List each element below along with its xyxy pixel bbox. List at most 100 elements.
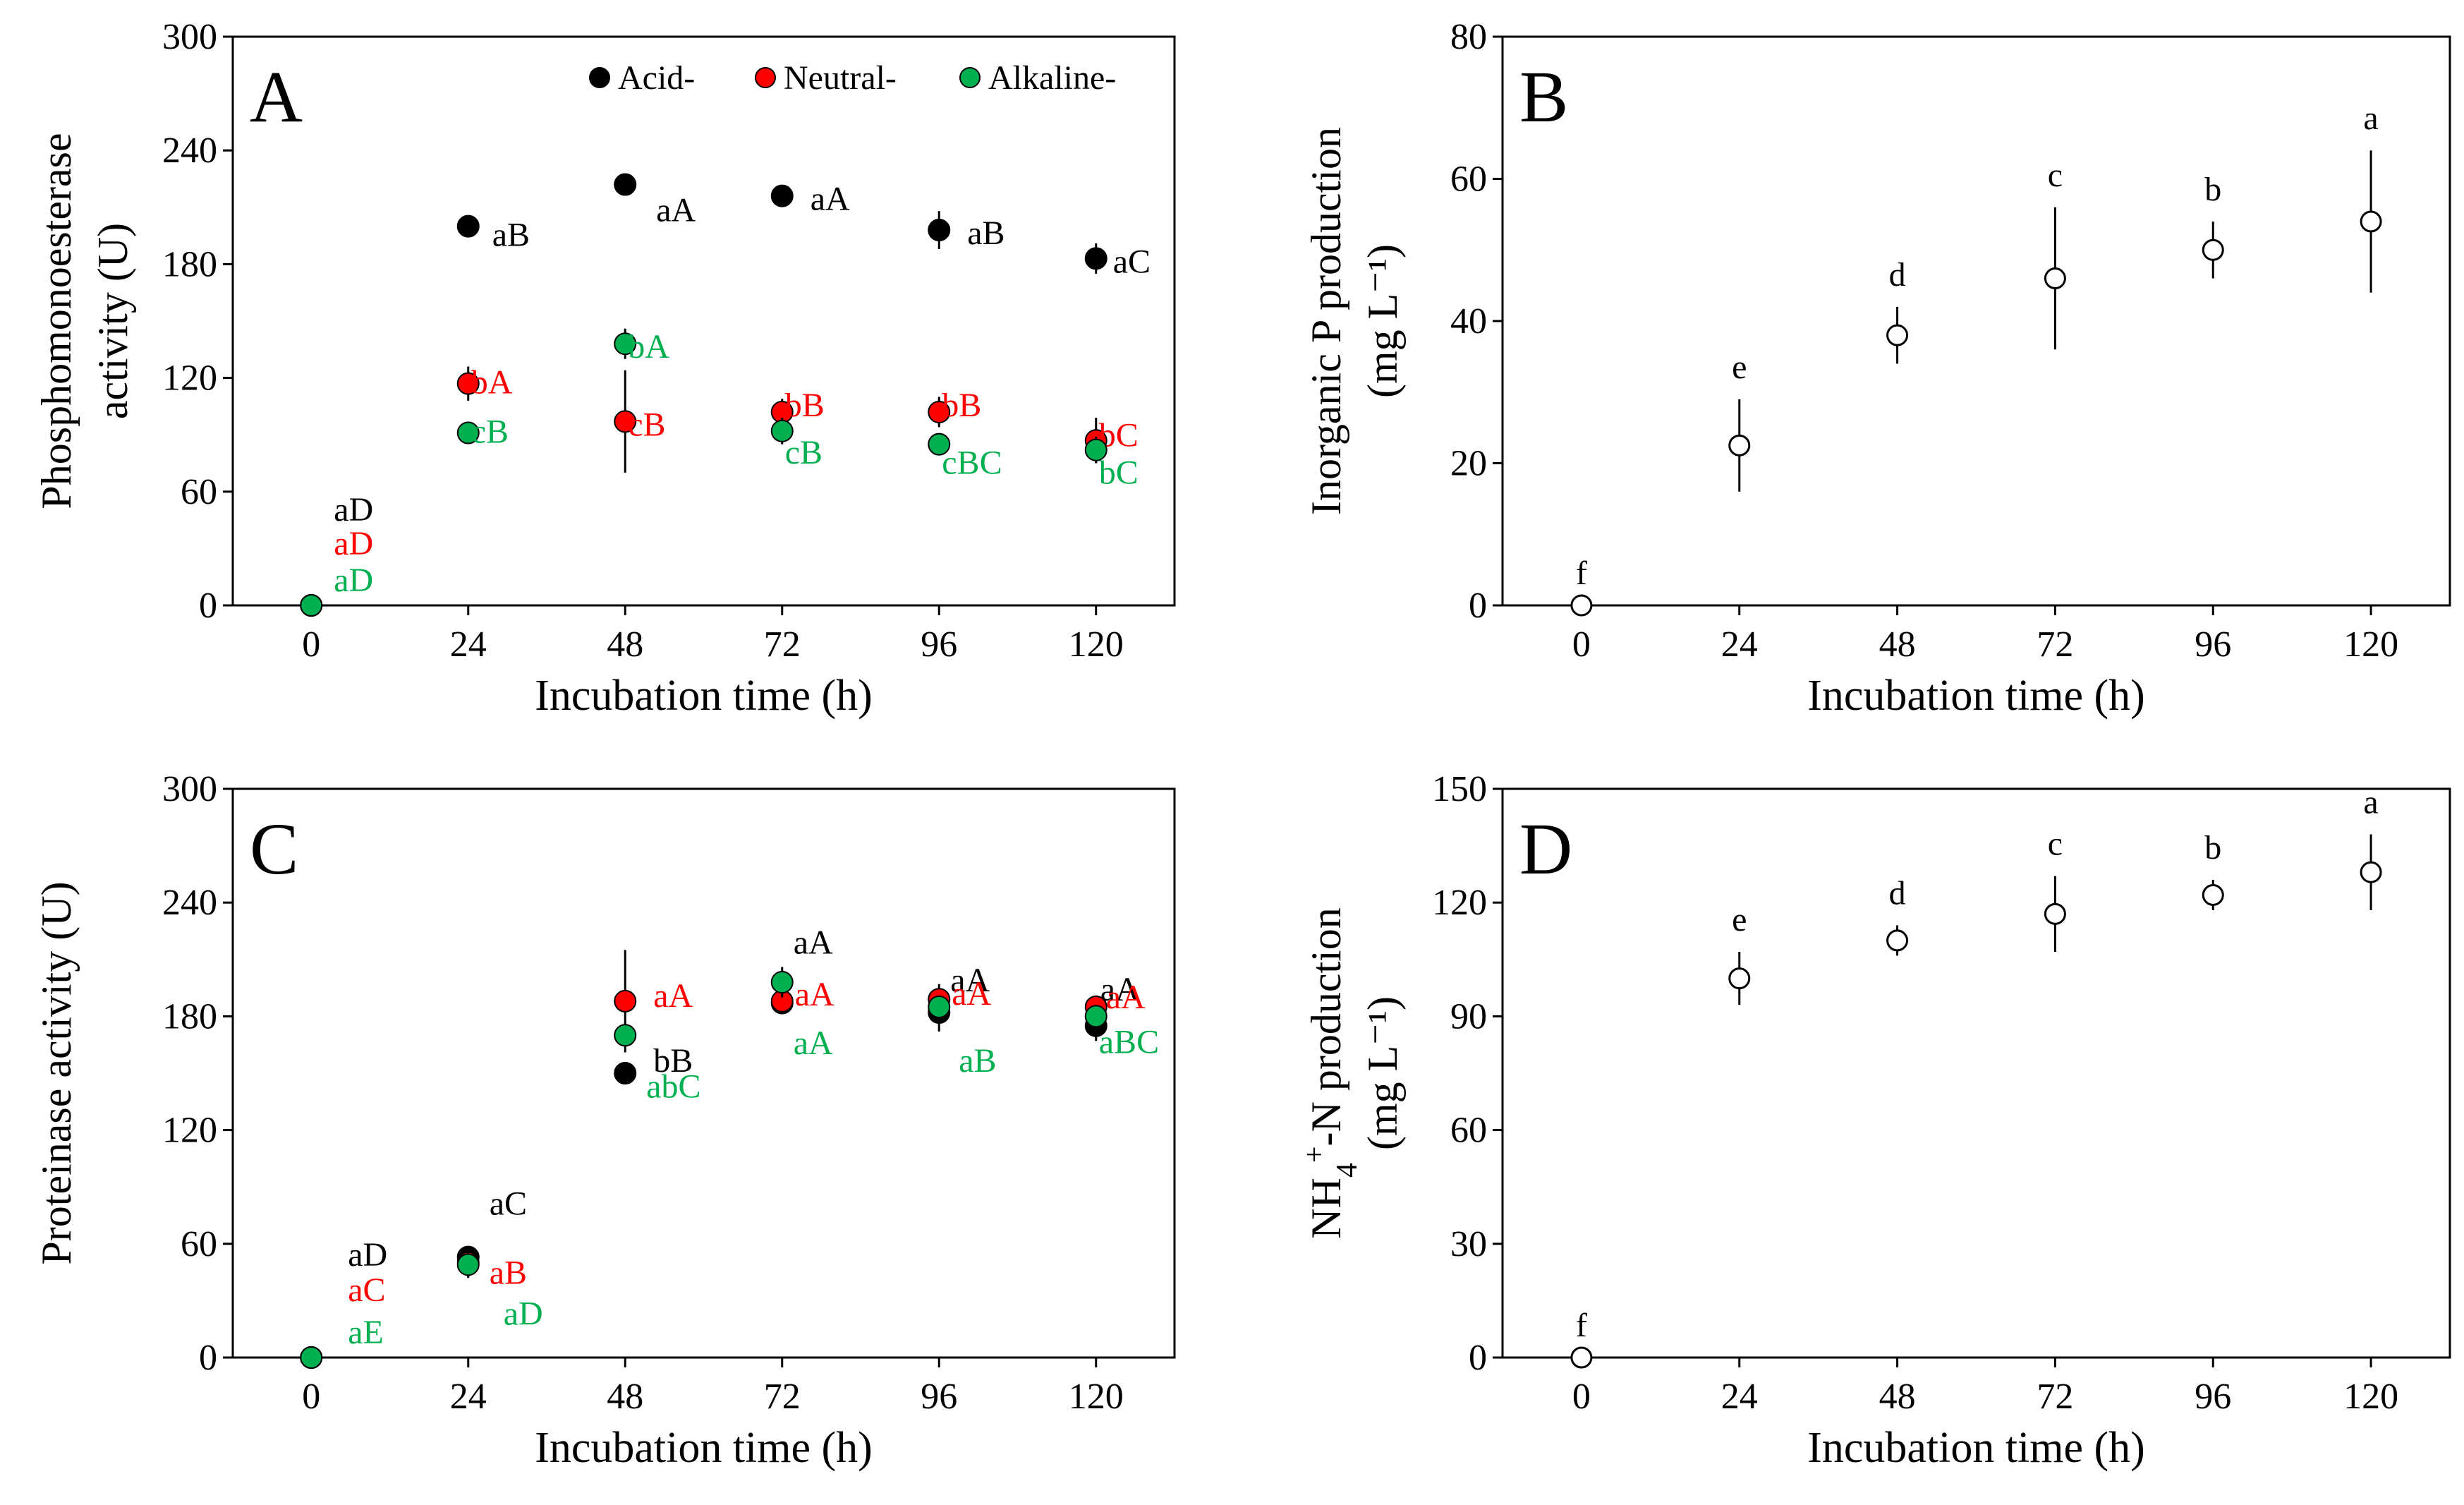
- significance-label: aA: [1106, 979, 1146, 1016]
- data-point: [1084, 438, 1107, 461]
- y-tick-label: 180: [162, 244, 217, 284]
- data-point: [614, 410, 637, 433]
- significance-label: aA: [950, 962, 990, 999]
- y-tick-label: 120: [162, 1111, 217, 1151]
- data-point: [928, 400, 951, 423]
- y-axis-label-line1: NH4+-N production: [1299, 907, 1364, 1239]
- series-alkaline-: aD cB bA cB cBC bC: [300, 328, 1139, 617]
- significance-label: a: [2363, 99, 2378, 137]
- data-point: [1084, 1005, 1107, 1028]
- panel-letter: B: [1519, 56, 1568, 138]
- x-tick-label: 24: [450, 1377, 487, 1417]
- significance-label: a: [2363, 783, 2378, 821]
- y-tick-label: 120: [1432, 883, 1487, 923]
- x-tick-label: 0: [1572, 624, 1591, 665]
- data-point: [1728, 967, 1751, 990]
- y-axis-label-line2: (mg L⁻¹): [1359, 244, 1406, 398]
- y-tick-label: 80: [1450, 17, 1487, 57]
- data-point: [614, 989, 637, 1013]
- data-point: [770, 971, 794, 994]
- y-tick-label: 120: [162, 358, 217, 399]
- data-point: [770, 184, 794, 207]
- significance-label: aD: [334, 525, 373, 562]
- significance-label: b: [2204, 829, 2221, 866]
- y-tick-label: 60: [1450, 159, 1487, 200]
- significance-label: bC: [1099, 454, 1139, 492]
- y-tick-label: 240: [162, 131, 217, 171]
- data-point: [928, 219, 951, 242]
- significance-label: aD: [504, 1295, 543, 1332]
- y-label-subscript: 4: [1331, 1163, 1364, 1178]
- data-point: [614, 1024, 637, 1047]
- data-point: [1570, 594, 1593, 617]
- x-tick-label: 96: [921, 1377, 957, 1417]
- data-point: [300, 594, 323, 617]
- x-tick-label: 96: [2195, 624, 2231, 665]
- data-point: [456, 1253, 480, 1276]
- data-point: [2360, 861, 2382, 883]
- y-tick-label: 60: [1450, 1111, 1487, 1151]
- x-tick-label: 24: [1721, 1377, 1758, 1417]
- x-axis-label: Incubation time (h): [535, 672, 873, 720]
- panel-letter: A: [250, 56, 303, 138]
- x-tick-label: 24: [1721, 624, 1758, 665]
- significance-label: aA: [653, 977, 693, 1015]
- data-point: [2202, 238, 2224, 261]
- data-point: [614, 1062, 637, 1084]
- plot-frame: [231, 787, 1176, 1359]
- significance-label: aB: [967, 214, 1005, 252]
- y-axis-label-line2: activity (U): [90, 223, 136, 419]
- significance-label: aB: [490, 1255, 527, 1292]
- data-point: [2044, 267, 2066, 290]
- significance-label: c: [2048, 826, 2063, 863]
- x-tick-label: 72: [2037, 624, 2073, 665]
- y-tick-label: 60: [181, 1224, 217, 1264]
- x-tick-label: 72: [764, 1377, 801, 1417]
- y-label-main: NH: [1303, 1178, 1349, 1239]
- significance-label: bB: [942, 387, 981, 424]
- data-point: [2044, 902, 2066, 925]
- x-tick-label: 120: [2343, 1377, 2398, 1417]
- data-point: [1570, 1346, 1593, 1369]
- series-nh4-n: f e d c b a: [1570, 783, 2382, 1369]
- x-tick-label: 96: [2195, 1377, 2231, 1417]
- data-point: [2202, 883, 2224, 906]
- y-tick-label: 30: [1450, 1224, 1487, 1264]
- significance-label: e: [1732, 349, 1747, 386]
- significance-label: aC: [348, 1271, 385, 1309]
- data-point: [614, 332, 637, 356]
- legend-entry: Acid-: [618, 59, 695, 97]
- significance-label: d: [1889, 874, 1906, 912]
- significance-label: aC: [490, 1185, 527, 1223]
- significance-label: f: [1576, 555, 1587, 592]
- x-axis-label: Incubation time (h): [535, 1424, 873, 1472]
- significance-label: aA: [1100, 971, 1140, 1008]
- x-tick-label: 48: [607, 1377, 643, 1417]
- significance-label: cB: [785, 434, 823, 471]
- significance-label: bB: [653, 1042, 693, 1080]
- significance-label: aA: [656, 192, 696, 229]
- panel-a: 0 60 120 180 240 300 0 24 48 72 96 120 Incubation ti…: [33, 17, 1176, 720]
- significance-label: c: [2048, 157, 2063, 194]
- x-axis-label: Incubation time (h): [1807, 1424, 2145, 1472]
- significance-label: bB: [785, 387, 825, 424]
- x-tick-label: 48: [607, 624, 643, 665]
- x-tick-label: 72: [764, 624, 801, 665]
- x-tick-label: 24: [450, 624, 487, 665]
- series-inorganic-p: f e d c b a: [1570, 99, 2382, 617]
- plot-frame: [1501, 787, 2451, 1359]
- series-neutral-: aD bA cB bB bB bC: [300, 364, 1139, 617]
- data-point: [2360, 210, 2382, 233]
- data-point: [1728, 434, 1751, 457]
- y-axis-label-line1: Inorganic P production: [1303, 127, 1349, 515]
- y-tick-label: 20: [1450, 444, 1487, 484]
- y-axis-label: Proteinase activity (U): [33, 881, 80, 1264]
- x-tick-label: 48: [1879, 624, 1916, 665]
- significance-label: aA: [952, 975, 991, 1013]
- data-point: [614, 173, 637, 196]
- y-axis-label-line2: (mg L⁻¹): [1359, 996, 1406, 1150]
- data-point: [456, 214, 480, 238]
- x-tick-label: 120: [2343, 624, 2398, 665]
- y-tick-label: 0: [1469, 586, 1487, 626]
